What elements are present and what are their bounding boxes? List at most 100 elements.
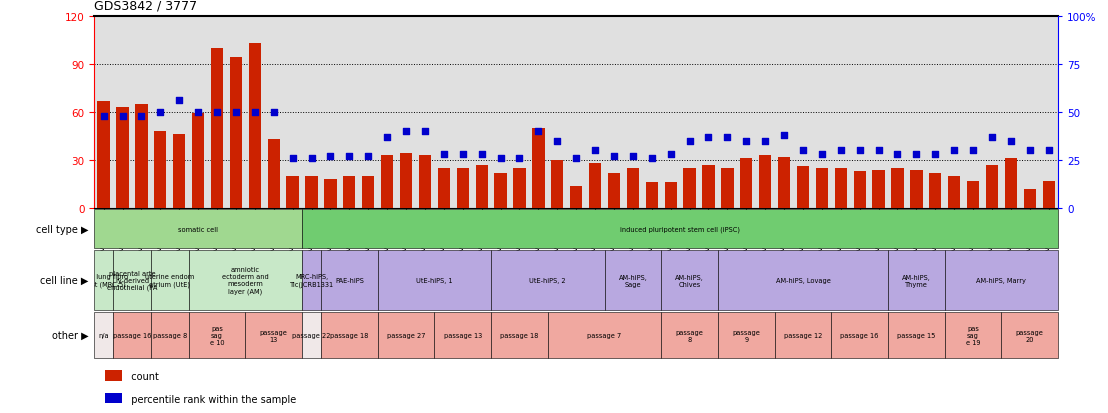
Bar (945, 251, 1058, 310)
Bar (94, 251, 113, 310)
Bar (665, 183, 677, 209)
Text: passage
20: passage 20 (1016, 329, 1044, 342)
Text: other ▶: other ▶ (52, 330, 89, 340)
Text: GDS3842 / 3777: GDS3842 / 3777 (94, 0, 197, 12)
Point (511, 155, 529, 162)
Point (605, 153, 623, 160)
Bar (188, 312, 245, 358)
Point (926, 152, 944, 158)
Bar (188, 251, 302, 310)
Bar (302, 251, 321, 310)
Bar (532, 128, 544, 209)
Bar (491, 312, 547, 358)
Text: percentile rank within the sample: percentile rank within the sample (125, 394, 297, 404)
Point (284, 155, 301, 162)
Point (114, 113, 132, 120)
Point (321, 153, 339, 160)
Bar (589, 164, 602, 209)
Bar (797, 167, 809, 209)
Text: passage
8: passage 8 (676, 329, 704, 342)
Bar (986, 165, 998, 209)
Bar (778, 157, 790, 209)
Point (265, 109, 283, 116)
Bar (551, 161, 563, 209)
Text: passage 22: passage 22 (293, 332, 331, 338)
Bar (608, 173, 620, 209)
Text: count: count (125, 371, 160, 381)
Point (794, 147, 812, 154)
Bar (154, 132, 166, 209)
Bar (475, 165, 488, 209)
Text: PAE-hiPS: PAE-hiPS (335, 278, 363, 283)
Text: passage 18: passage 18 (330, 332, 369, 338)
Bar (113, 312, 151, 358)
Bar (1043, 181, 1055, 209)
Point (661, 152, 679, 158)
Bar (321, 312, 378, 358)
Bar (815, 169, 828, 209)
Bar (888, 312, 945, 358)
Bar (94, 209, 302, 249)
Point (548, 138, 566, 145)
Bar (570, 186, 583, 209)
Bar (930, 173, 942, 209)
Bar (1002, 312, 1058, 358)
Point (359, 153, 377, 160)
Point (417, 128, 434, 135)
Text: induced pluripotent stem cell (iPSC): induced pluripotent stem cell (iPSC) (620, 226, 740, 232)
Bar (547, 312, 661, 358)
Bar (945, 312, 1002, 358)
Bar (400, 154, 412, 209)
Bar (1005, 159, 1017, 209)
Point (302, 155, 320, 162)
Point (718, 134, 736, 141)
Point (680, 138, 698, 145)
Text: passage 12: passage 12 (783, 332, 822, 338)
Text: pas
sag
e 10: pas sag e 10 (209, 325, 224, 345)
Point (340, 153, 358, 160)
Bar (321, 251, 378, 310)
Bar (362, 176, 375, 209)
Bar (718, 312, 774, 358)
Text: uterine endom
etrium (UtE): uterine endom etrium (UtE) (145, 274, 194, 287)
Text: passage 18: passage 18 (501, 332, 538, 338)
Text: UtE-hiPS, 1: UtE-hiPS, 1 (417, 278, 453, 283)
Text: cell line ▶: cell line ▶ (40, 275, 89, 285)
Point (397, 128, 414, 135)
Bar (948, 176, 961, 209)
Point (870, 147, 888, 154)
Bar (513, 169, 525, 209)
Point (492, 155, 510, 162)
Text: passage 13: passage 13 (443, 332, 482, 338)
Bar (343, 176, 356, 209)
Text: AM-hiPS, Marry: AM-hiPS, Marry (976, 278, 1026, 283)
Bar (456, 169, 469, 209)
Bar (888, 251, 945, 310)
Bar (287, 176, 299, 209)
Text: placental arte
ry-derived
endothelial (PA: placental arte ry-derived endothelial (P… (106, 270, 157, 291)
Bar (378, 251, 491, 310)
Bar (173, 135, 185, 209)
Point (851, 147, 869, 154)
Bar (302, 312, 321, 358)
Text: amniotic
ectoderm and
mesoderm
layer (AM): amniotic ectoderm and mesoderm layer (AM… (222, 267, 269, 294)
Text: AM-hiPS, Lovage: AM-hiPS, Lovage (776, 278, 830, 283)
Point (567, 155, 585, 162)
Bar (834, 169, 847, 209)
Bar (605, 251, 661, 310)
Text: passage
9: passage 9 (732, 329, 760, 342)
Bar (113, 251, 151, 310)
Bar (94, 312, 113, 358)
Point (189, 109, 207, 116)
Bar (434, 312, 491, 358)
Point (208, 109, 226, 116)
Text: passage 7: passage 7 (587, 332, 622, 338)
Bar (872, 170, 884, 209)
Text: cell type ▶: cell type ▶ (37, 224, 89, 234)
Text: AM-hiPS,
Thyme: AM-hiPS, Thyme (902, 274, 931, 287)
Text: MRC-hiPS,
Tic(JCRB1331: MRC-hiPS, Tic(JCRB1331 (289, 274, 334, 287)
Bar (245, 312, 302, 358)
Bar (831, 312, 888, 358)
Bar (702, 165, 715, 209)
Bar (891, 169, 904, 209)
